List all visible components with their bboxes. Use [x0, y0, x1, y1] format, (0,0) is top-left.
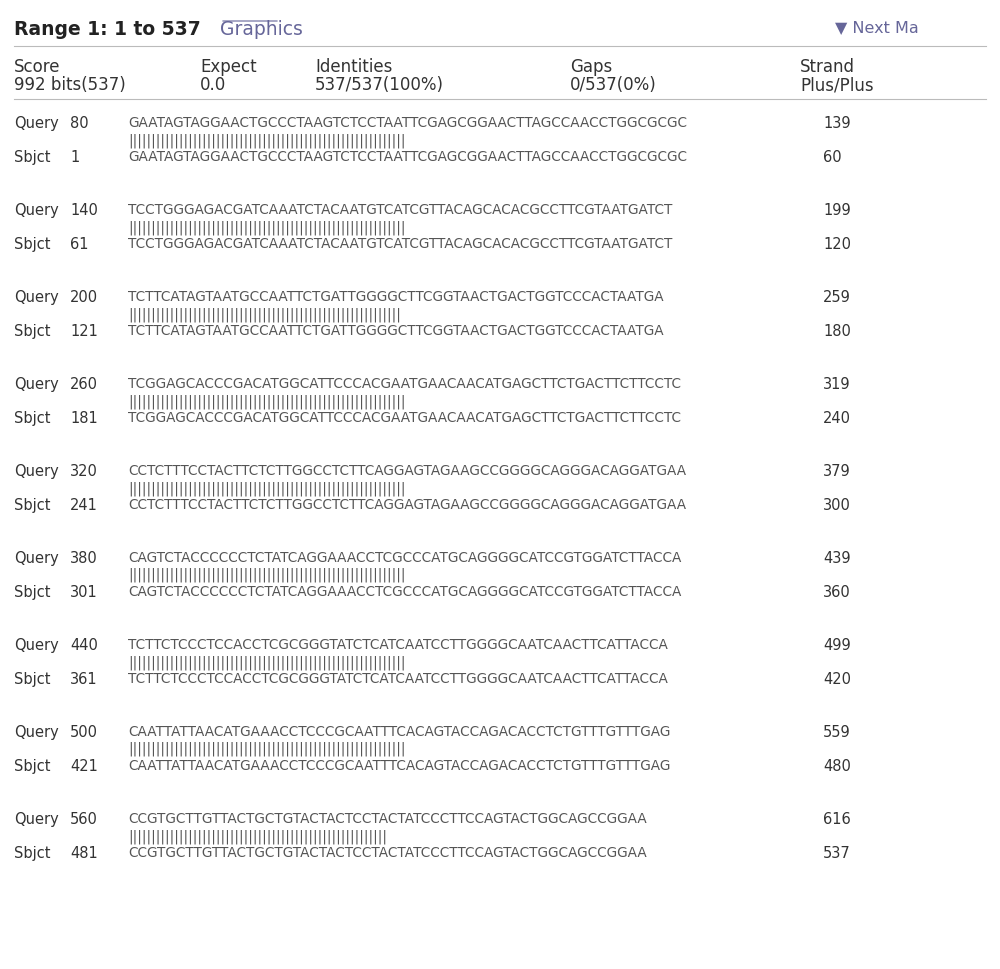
Text: Sbjct: Sbjct: [14, 237, 50, 252]
Text: 500: 500: [70, 725, 98, 740]
Text: 240: 240: [823, 411, 851, 426]
Text: 259: 259: [823, 290, 851, 305]
Text: TCGGAGCACCCGACATGGCATTCCCACGAATGAACAACATGAGCTTCTGACTTCTTCCTC: TCGGAGCACCCGACATGGCATTCCCACGAATGAACAACAT…: [128, 411, 681, 425]
Text: 360: 360: [823, 585, 851, 600]
Text: ||||||||||||||||||||||||||||||||||||||||||||||||||||||||||||: ||||||||||||||||||||||||||||||||||||||||…: [128, 220, 406, 234]
Text: 200: 200: [70, 290, 98, 305]
Text: Sbjct: Sbjct: [14, 846, 50, 861]
Text: TCCTGGGAGACGATCAAATCTACAATGTCATCGTTACAGCACACGCCTTCGTAATGATCT: TCCTGGGAGACGATCAAATCTACAATGTCATCGTTACAGC…: [128, 237, 672, 251]
Text: 139: 139: [823, 116, 851, 131]
Text: 560: 560: [70, 812, 98, 827]
Text: 241: 241: [70, 498, 98, 513]
Text: 320: 320: [70, 464, 98, 479]
Text: 300: 300: [823, 498, 851, 513]
Text: Query: Query: [14, 290, 59, 305]
Text: 0.0: 0.0: [200, 76, 226, 94]
Text: 439: 439: [823, 551, 851, 566]
Text: CCTCTTTCCTACTTCTCTTGGCCTCTTCAGGAGTAGAAGCCGGGGCAGGGACAGGATGAA: CCTCTTTCCTACTTCTCTTGGCCTCTTCAGGAGTAGAAGC…: [128, 464, 686, 478]
Text: 481: 481: [70, 846, 98, 861]
Text: 121: 121: [70, 324, 98, 339]
Text: Gaps: Gaps: [570, 58, 612, 76]
Text: 420: 420: [823, 672, 851, 687]
Text: 440: 440: [70, 638, 98, 653]
Text: CCGTGCTTGTTACTGCTGTACTACTCCTACTATCCCTTCCAGTACTGGCAGCCGGAA: CCGTGCTTGTTACTGCTGTACTACTCCTACTATCCCTTCC…: [128, 812, 647, 826]
Text: 319: 319: [823, 377, 851, 392]
Text: TCCTGGGAGACGATCAAATCTACAATGTCATCGTTACAGCACACGCCTTCGTAATGATCT: TCCTGGGAGACGATCAAATCTACAATGTCATCGTTACAGC…: [128, 203, 672, 217]
Text: Sbjct: Sbjct: [14, 324, 50, 339]
Text: 537: 537: [823, 846, 851, 861]
Text: Plus/Plus: Plus/Plus: [800, 76, 874, 94]
Text: CCGTGCTTGTTACTGCTGTACTACTCCTACTATCCCTTCCAGTACTGGCAGCCGGAA: CCGTGCTTGTTACTGCTGTACTACTCCTACTATCCCTTCC…: [128, 846, 647, 860]
Text: 1: 1: [70, 150, 79, 165]
Text: 380: 380: [70, 551, 98, 566]
Text: Query: Query: [14, 116, 59, 131]
Text: 499: 499: [823, 638, 851, 653]
Text: GAATAGTAGGAACTGCCCTAAGTCTCCTAATTCGAGCGGAACTTAGCCAACCTGGCGCGC: GAATAGTAGGAACTGCCCTAAGTCTCCTAATTCGAGCGGA…: [128, 116, 687, 130]
Text: TCTTCATAGTAATGCCAATTCTGATTGGGGCTTCGGTAACTGACTGGTCCCACTAATGA: TCTTCATAGTAATGCCAATTCTGATTGGGGCTTCGGTAAC…: [128, 324, 664, 338]
Text: 992 bits(537): 992 bits(537): [14, 76, 126, 94]
Text: Query: Query: [14, 377, 59, 392]
Text: Expect: Expect: [200, 58, 257, 76]
Text: |||||||||||||||||||||||||||||||||||||||||||||||||||||||||||: ||||||||||||||||||||||||||||||||||||||||…: [128, 307, 401, 322]
Text: Range 1: 1 to 537: Range 1: 1 to 537: [14, 20, 201, 39]
Text: TCGGAGCACCCGACATGGCATTCCCACGAATGAACAACATGAGCTTCTGACTTCTTCCTC: TCGGAGCACCCGACATGGCATTCCCACGAATGAACAACAT…: [128, 377, 681, 391]
Text: 199: 199: [823, 203, 851, 218]
Text: ▼ Next Ma: ▼ Next Ma: [835, 20, 919, 35]
Text: ||||||||||||||||||||||||||||||||||||||||||||||||||||||||||||: ||||||||||||||||||||||||||||||||||||||||…: [128, 481, 406, 495]
Text: TCTTCATAGTAATGCCAATTCTGATTGGGGCTTCGGTAACTGACTGGTCCCACTAATGA: TCTTCATAGTAATGCCAATTCTGATTGGGGCTTCGGTAAC…: [128, 290, 664, 304]
Text: CAGTCTACCCCCCTCTATCAGGAAACCTCGCCCATGCAGGGGCATCCGTGGATCTTACCA: CAGTCTACCCCCCTCTATCAGGAAACCTCGCCCATGCAGG…: [128, 551, 681, 565]
Text: 616: 616: [823, 812, 851, 827]
Text: GAATAGTAGGAACTGCCCTAAGTCTCCTAATTCGAGCGGAACTTAGCCAACCTGGCGCGC: GAATAGTAGGAACTGCCCTAAGTCTCCTAATTCGAGCGGA…: [128, 150, 687, 164]
Text: Graphics: Graphics: [220, 20, 303, 39]
Text: Query: Query: [14, 812, 59, 827]
Text: 480: 480: [823, 759, 851, 774]
Text: 421: 421: [70, 759, 98, 774]
Text: Sbjct: Sbjct: [14, 759, 50, 774]
Text: Query: Query: [14, 464, 59, 479]
Text: ||||||||||||||||||||||||||||||||||||||||||||||||||||||||||||: ||||||||||||||||||||||||||||||||||||||||…: [128, 133, 406, 147]
Text: Sbjct: Sbjct: [14, 672, 50, 687]
Text: Sbjct: Sbjct: [14, 498, 50, 513]
Text: 60: 60: [823, 150, 842, 165]
Text: CAGTCTACCCCCCTCTATCAGGAAACCTCGCCCATGCAGGGGCATCCGTGGATCTTACCA: CAGTCTACCCCCCTCTATCAGGAAACCTCGCCCATGCAGG…: [128, 585, 681, 599]
Text: ||||||||||||||||||||||||||||||||||||||||||||||||||||||||||||: ||||||||||||||||||||||||||||||||||||||||…: [128, 655, 406, 670]
Text: 120: 120: [823, 237, 851, 252]
Text: 181: 181: [70, 411, 98, 426]
Text: ||||||||||||||||||||||||||||||||||||||||||||||||||||||||||||: ||||||||||||||||||||||||||||||||||||||||…: [128, 742, 406, 757]
Text: 537/537(100%): 537/537(100%): [315, 76, 444, 94]
Text: CAATTATTAACATGAAACCTCCCGCAATTTCACAGTACCAGACACCTCTGTTTGTTTGAG: CAATTATTAACATGAAACCTCCCGCAATTTCACAGTACCA…: [128, 759, 670, 773]
Text: Sbjct: Sbjct: [14, 411, 50, 426]
Text: 140: 140: [70, 203, 98, 218]
Text: ||||||||||||||||||||||||||||||||||||||||||||||||||||||||||||: ||||||||||||||||||||||||||||||||||||||||…: [128, 394, 406, 409]
Text: ||||||||||||||||||||||||||||||||||||||||||||||||||||||||: ||||||||||||||||||||||||||||||||||||||||…: [128, 829, 387, 843]
Text: 61: 61: [70, 237, 88, 252]
Text: 180: 180: [823, 324, 851, 339]
Text: CAATTATTAACATGAAACCTCCCGCAATTTCACAGTACCAGACACCTCTGTTTGTTTGAG: CAATTATTAACATGAAACCTCCCGCAATTTCACAGTACCA…: [128, 725, 670, 739]
Text: Score: Score: [14, 58, 60, 76]
Text: CCTCTTTCCTACTTCTCTTGGCCTCTTCAGGAGTAGAAGCCGGGGCAGGGACAGGATGAA: CCTCTTTCCTACTTCTCTTGGCCTCTTCAGGAGTAGAAGC…: [128, 498, 686, 512]
Text: Query: Query: [14, 638, 59, 653]
Text: ||||||||||||||||||||||||||||||||||||||||||||||||||||||||||||: ||||||||||||||||||||||||||||||||||||||||…: [128, 568, 406, 582]
Text: 0/537(0%): 0/537(0%): [570, 76, 657, 94]
Text: 379: 379: [823, 464, 851, 479]
Text: Sbjct: Sbjct: [14, 150, 50, 165]
Text: Query: Query: [14, 551, 59, 566]
Text: TCTTCTCCCTCCACCTCGCGGGTATCTCATCAATCCTTGGGGCAATCAACTTCATTACCA: TCTTCTCCCTCCACCTCGCGGGTATCTCATCAATCCTTGG…: [128, 672, 668, 686]
Text: 80: 80: [70, 116, 89, 131]
Text: 559: 559: [823, 725, 851, 740]
Text: 301: 301: [70, 585, 98, 600]
Text: 361: 361: [70, 672, 98, 687]
Text: Sbjct: Sbjct: [14, 585, 50, 600]
Text: Identities: Identities: [315, 58, 392, 76]
Text: Query: Query: [14, 203, 59, 218]
Text: 260: 260: [70, 377, 98, 392]
Text: Query: Query: [14, 725, 59, 740]
Text: TCTTCTCCCTCCACCTCGCGGGTATCTCATCAATCCTTGGGGCAATCAACTTCATTACCA: TCTTCTCCCTCCACCTCGCGGGTATCTCATCAATCCTTGG…: [128, 638, 668, 652]
Text: Strand: Strand: [800, 58, 855, 76]
